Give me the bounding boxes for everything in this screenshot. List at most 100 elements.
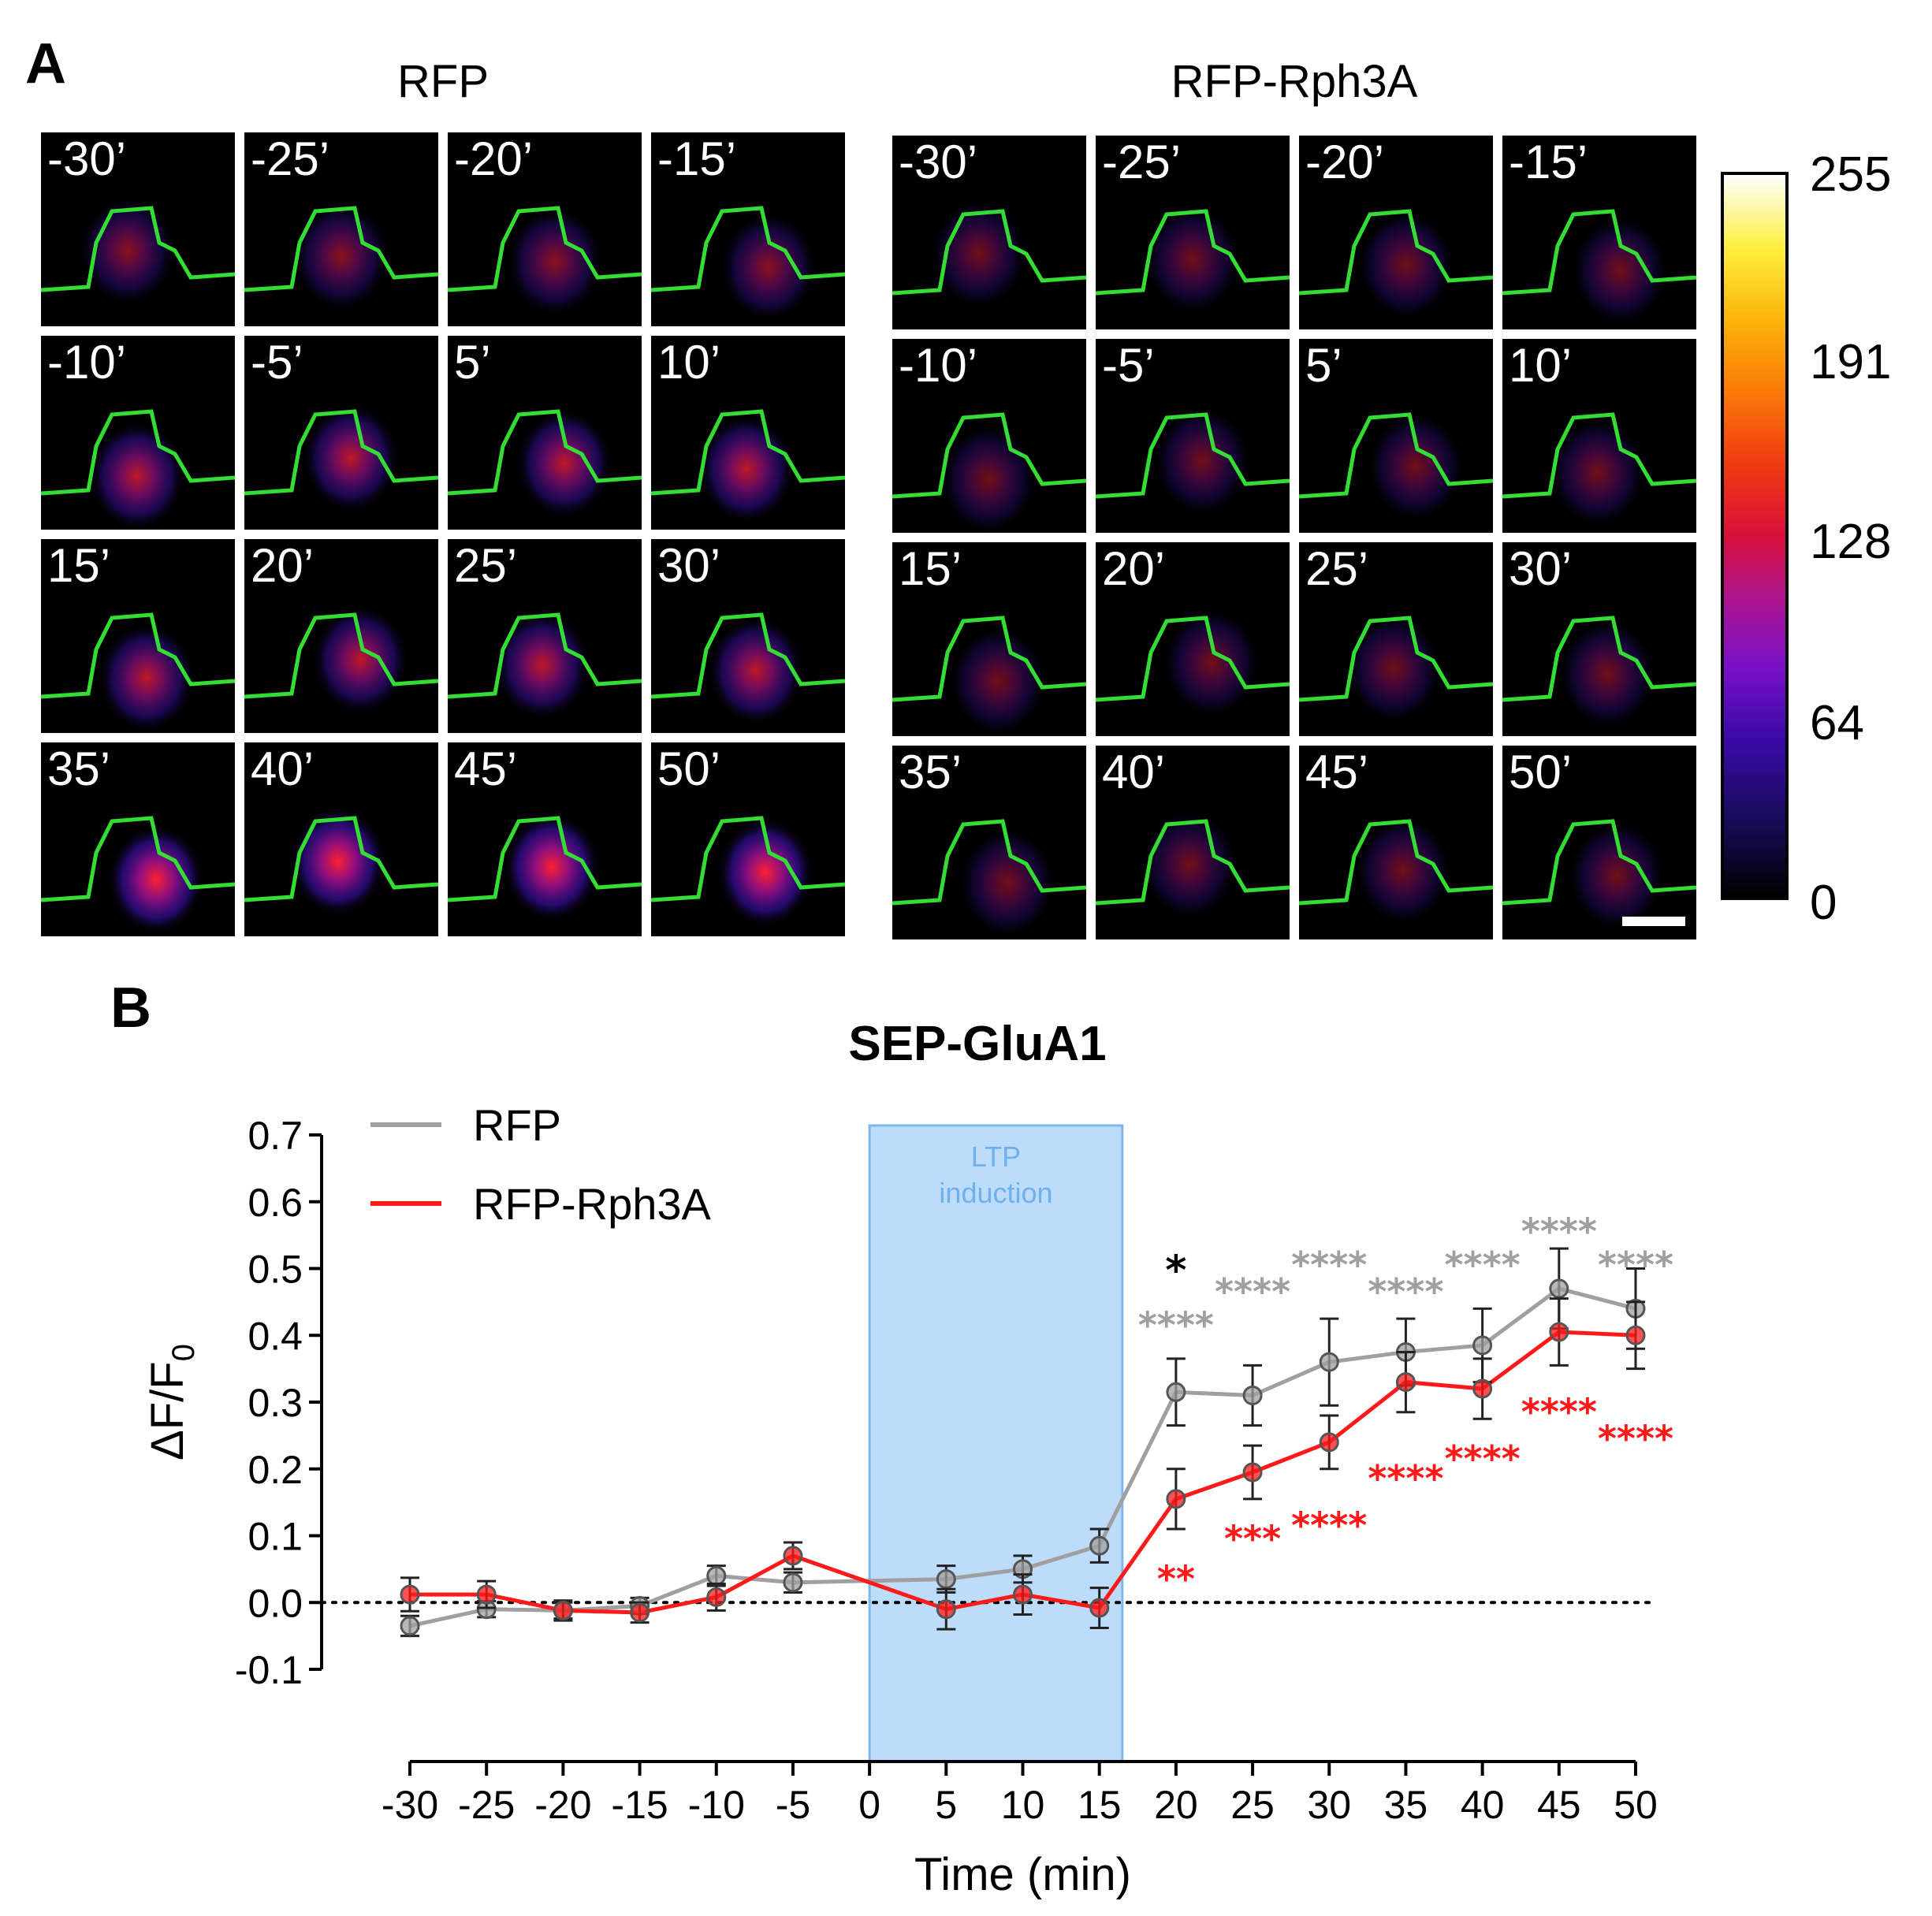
spine-image xyxy=(1096,204,1290,314)
microscopy-tile: 35’ xyxy=(41,742,235,936)
spine-image xyxy=(651,206,845,322)
tile-time-label: 10’ xyxy=(1509,339,1573,392)
y-tick-label: 0.7 xyxy=(248,1114,303,1158)
tile-time-label: -15’ xyxy=(1509,136,1588,188)
microscopy-tile: -10’ xyxy=(892,339,1086,533)
microscopy-tile: -15’ xyxy=(651,132,845,326)
tile-time-label: 40’ xyxy=(251,742,315,795)
microscopy-tile: 15’ xyxy=(892,542,1086,736)
x-tick-label: 25 xyxy=(1230,1783,1275,1827)
significance-marker: **** xyxy=(1521,1211,1597,1253)
microscopy-tile: -5’ xyxy=(1096,339,1290,533)
x-tick-label: 50 xyxy=(1614,1783,1658,1827)
tile-time-label: 50’ xyxy=(1509,746,1573,798)
tile-time-label: 5’ xyxy=(1305,339,1342,392)
spine-image xyxy=(41,816,235,935)
colorbar-tick-128: 128 xyxy=(1810,515,1892,569)
spine-image xyxy=(1299,815,1493,925)
tile-time-label: -20’ xyxy=(1305,136,1385,188)
spine-image xyxy=(1299,209,1493,320)
microscopy-tile: 30’ xyxy=(1502,542,1696,736)
tile-time-label: 15’ xyxy=(47,539,111,592)
ltp-label-line2: induction xyxy=(939,1177,1052,1209)
data-point xyxy=(553,1600,573,1620)
x-tick-label: -30 xyxy=(382,1783,438,1827)
data-point xyxy=(1089,1535,1110,1556)
x-tick-label: 10 xyxy=(1001,1783,1045,1827)
x-axis-label: Time (min) xyxy=(914,1849,1131,1900)
tile-time-label: 25’ xyxy=(454,539,518,592)
spine-image xyxy=(244,403,438,513)
significance-marker: **** xyxy=(1445,1438,1521,1480)
microscopy-tile: 20’ xyxy=(1096,542,1290,736)
data-point xyxy=(706,1565,727,1586)
data-point xyxy=(476,1584,497,1605)
spine-image xyxy=(448,408,642,519)
panel-a-letter: A xyxy=(25,32,66,95)
tile-time-label: -15’ xyxy=(657,132,737,185)
spine-image xyxy=(1096,406,1290,516)
tile-time-label: 35’ xyxy=(47,742,111,795)
ltp-induction-region xyxy=(868,1124,1124,1763)
legend-label-1: RFP-Rph3A xyxy=(473,1179,712,1229)
microscopy-tile: 5’ xyxy=(448,336,642,530)
tile-time-label: 10’ xyxy=(657,336,721,389)
significance-marker: **** xyxy=(1138,1304,1214,1346)
microscopy-tile: -25’ xyxy=(1096,136,1290,329)
chart-title: SEP-GluA1 xyxy=(848,1017,1106,1071)
data-point xyxy=(1549,1322,1569,1342)
microscopy-tile: -25’ xyxy=(244,132,438,326)
tile-time-label: -20’ xyxy=(454,132,534,185)
tile-time-label: -30’ xyxy=(899,136,978,188)
spine-image xyxy=(244,806,438,917)
tile-time-label: -5’ xyxy=(1102,339,1155,392)
significance-marker: **** xyxy=(1368,1271,1443,1313)
data-point xyxy=(630,1602,650,1623)
data-point xyxy=(1395,1372,1416,1393)
microscopy-tile: 25’ xyxy=(1299,542,1493,736)
data-point xyxy=(936,1569,956,1590)
data-point xyxy=(1013,1584,1033,1605)
tile-time-label: 45’ xyxy=(454,742,518,795)
data-point xyxy=(783,1546,803,1566)
y-tick-label: -0.1 xyxy=(235,1648,303,1692)
x-tick-label: -15 xyxy=(611,1783,668,1827)
colorbar-tick-255: 255 xyxy=(1810,147,1892,202)
x-tick-label: 20 xyxy=(1154,1783,1198,1827)
data-point xyxy=(1242,1462,1263,1483)
significance-marker: **** xyxy=(1291,1505,1367,1547)
microscopy-tile: 15’ xyxy=(41,539,235,733)
microscopy-tile: -10’ xyxy=(41,336,235,530)
y-tick-label: 0.2 xyxy=(248,1448,303,1492)
tile-time-label: 50’ xyxy=(657,742,721,795)
spine-image xyxy=(892,199,1086,309)
spine-image xyxy=(651,409,845,524)
y-tick-label: 0.5 xyxy=(248,1248,303,1292)
data-point xyxy=(1472,1335,1493,1356)
tile-time-label: 35’ xyxy=(899,746,962,798)
scale-bar xyxy=(1622,917,1685,926)
data-point xyxy=(706,1587,727,1607)
microscopy-tile: -20’ xyxy=(1299,136,1493,329)
y-axis-label-subscript: 0 xyxy=(166,1344,201,1361)
microscopy-tile: 40’ xyxy=(1096,746,1290,939)
y-tick-label: 0.4 xyxy=(248,1314,303,1358)
y-axis-label-main: ΔF/F xyxy=(142,1361,193,1460)
microscopy-tile: 35’ xyxy=(892,746,1086,939)
data-point xyxy=(1242,1386,1263,1406)
spine-image xyxy=(1502,209,1696,326)
spine-image xyxy=(651,816,845,928)
significance-marker: **** xyxy=(1598,1244,1673,1286)
spine-image xyxy=(448,610,642,720)
tile-time-label: 25’ xyxy=(1305,542,1369,595)
microscopy-tile: -5’ xyxy=(244,336,438,530)
x-tick-label: 40 xyxy=(1461,1783,1505,1827)
x-tick-label: 15 xyxy=(1078,1783,1122,1827)
microscopy-tile: 40’ xyxy=(244,742,438,936)
significance-marker: *** xyxy=(1224,1518,1281,1561)
spine-image xyxy=(1502,819,1696,931)
tile-time-label: -25’ xyxy=(1102,136,1182,188)
significance-marker: **** xyxy=(1368,1457,1443,1500)
colorbar-tick-64: 64 xyxy=(1810,696,1864,750)
data-point xyxy=(1166,1382,1186,1402)
